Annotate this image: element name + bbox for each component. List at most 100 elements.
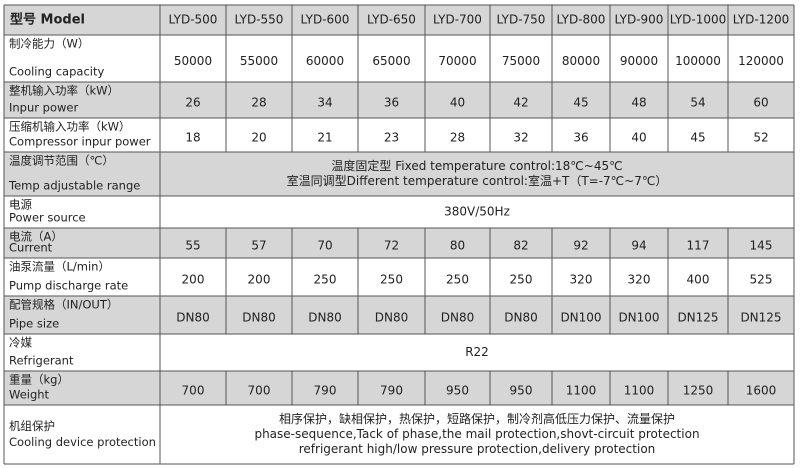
cell-value: 1100	[566, 384, 597, 398]
cell-value: 50000	[174, 54, 212, 68]
row-label-cn: 配管规格（IN/OUT）	[9, 298, 118, 312]
merged-cell-text: R22	[465, 345, 489, 359]
cell-value: 250	[380, 273, 403, 287]
model-name: LYD-650	[367, 13, 416, 27]
cell-value: 70	[317, 239, 332, 253]
cell-value: DN100	[560, 311, 601, 325]
row-label-en: Inpur power	[9, 101, 78, 115]
row-label-cn: 重量（kg）	[9, 373, 69, 387]
row-label-cn: 电流（A）	[9, 230, 63, 244]
cell-value: 950	[510, 384, 533, 398]
merged-cell-text: refrigerant high/low pressure protection…	[299, 442, 656, 456]
row-label-en: Cooling device protection	[9, 435, 156, 449]
row-label-cn: 油泵流量（L/min）	[9, 260, 110, 274]
cell-value: 23	[384, 131, 399, 145]
cell-value: 54	[690, 96, 705, 110]
cell-value: DN80	[375, 311, 409, 325]
cell-value: DN100	[618, 311, 659, 325]
model-name: LYD-600	[301, 13, 350, 27]
cell-value: 250	[314, 273, 337, 287]
cell-value: 145	[750, 239, 773, 253]
cell-value: 80000	[562, 54, 600, 68]
cell-value: 1100	[624, 384, 655, 398]
row-label-en: Cooling capacity	[9, 65, 104, 79]
cell-value: DN80	[308, 311, 342, 325]
cell-value: 26	[185, 96, 200, 110]
cell-value: 28	[450, 131, 465, 145]
cell-value: 75000	[502, 54, 540, 68]
cell-value: 100000	[675, 54, 721, 68]
cell-value: 82	[513, 239, 528, 253]
cell-value: 90000	[620, 54, 658, 68]
cell-value: 790	[380, 384, 403, 398]
row-label-cn: 机组保护	[9, 419, 55, 433]
row-background	[4, 228, 794, 258]
cell-value: 42	[513, 96, 528, 110]
row-background	[4, 334, 794, 371]
cell-value: 40	[631, 131, 646, 145]
cell-value: 60	[753, 96, 768, 110]
row-label-cn: 冷媒	[9, 336, 32, 350]
model-name: LYD-1000	[670, 13, 727, 27]
row-background	[4, 371, 794, 405]
row-label-en: Current	[9, 241, 53, 255]
model-name: LYD-800	[557, 13, 606, 27]
row-label-cn: 制冷能力（W）	[9, 37, 89, 51]
cell-value: 32	[513, 131, 528, 145]
cell-value: 1600	[746, 384, 777, 398]
cell-value: 320	[570, 273, 593, 287]
cell-value: 80	[450, 239, 465, 253]
row-label-en: Compressor inpur power	[9, 135, 151, 149]
cell-value: 65000	[372, 54, 410, 68]
cell-value: 250	[510, 273, 533, 287]
cell-value: 70000	[438, 54, 476, 68]
row-label-cn: 温度调节范围（℃）	[9, 154, 114, 168]
cell-value: 36	[384, 96, 399, 110]
merged-cell-text: 温度固定型 Fixed temperature control:18℃~45℃	[331, 158, 622, 173]
model-name: LYD-500	[169, 13, 218, 27]
model-name: LYD-1200	[733, 13, 790, 27]
cell-value: 320	[628, 273, 651, 287]
row-background	[4, 405, 794, 464]
cell-value: 950	[446, 384, 469, 398]
cell-value: 34	[317, 96, 332, 110]
cell-value: 48	[631, 96, 646, 110]
row-background	[4, 196, 794, 228]
model-name: LYD-550	[235, 13, 284, 27]
row-label-cn: 电源	[9, 198, 32, 212]
model-name: LYD-900	[615, 13, 664, 27]
cell-value: 55000	[240, 54, 278, 68]
cell-value: 1250	[683, 384, 714, 398]
row-label-en: Weight	[9, 388, 50, 402]
row-background	[4, 5, 794, 35]
cell-value: 28	[251, 96, 266, 110]
cell-value: DN125	[677, 311, 718, 325]
cell-value: 525	[750, 273, 773, 287]
cell-value: 700	[248, 384, 271, 398]
cell-value: 36	[573, 131, 588, 145]
cell-value: 20	[251, 131, 266, 145]
merged-cell-text: 室温同调型Different temperature control:室温+T（…	[287, 173, 668, 188]
cell-value: 72	[384, 239, 399, 253]
cell-value: 21	[317, 131, 332, 145]
cell-value: 92	[573, 239, 588, 253]
cell-value: DN125	[740, 311, 781, 325]
cell-value: 94	[631, 239, 646, 253]
model-name: LYD-750	[497, 13, 546, 27]
row-label-en: Pump discharge rate	[9, 279, 128, 293]
row-label-cn: 整机输入功率（kW）	[9, 84, 119, 98]
row-label-en: Power source	[9, 211, 86, 225]
header-label: 型号 Model	[10, 12, 85, 28]
cell-value: 55	[185, 239, 200, 253]
row-background	[4, 118, 794, 152]
cell-value: DN80	[504, 311, 538, 325]
cell-value: 45	[690, 131, 705, 145]
cell-value: DN80	[242, 311, 276, 325]
cell-value: 120000	[738, 54, 784, 68]
merged-cell-text: 380V/50Hz	[444, 205, 510, 219]
row-background	[4, 296, 794, 334]
cell-value: DN80	[441, 311, 475, 325]
row-background	[4, 258, 794, 296]
merged-cell-text: 相序保护，缺相保护，热保护，短路保护，制冷剂高低压力保护、流量保护	[279, 411, 675, 426]
cell-value: 40	[450, 96, 465, 110]
